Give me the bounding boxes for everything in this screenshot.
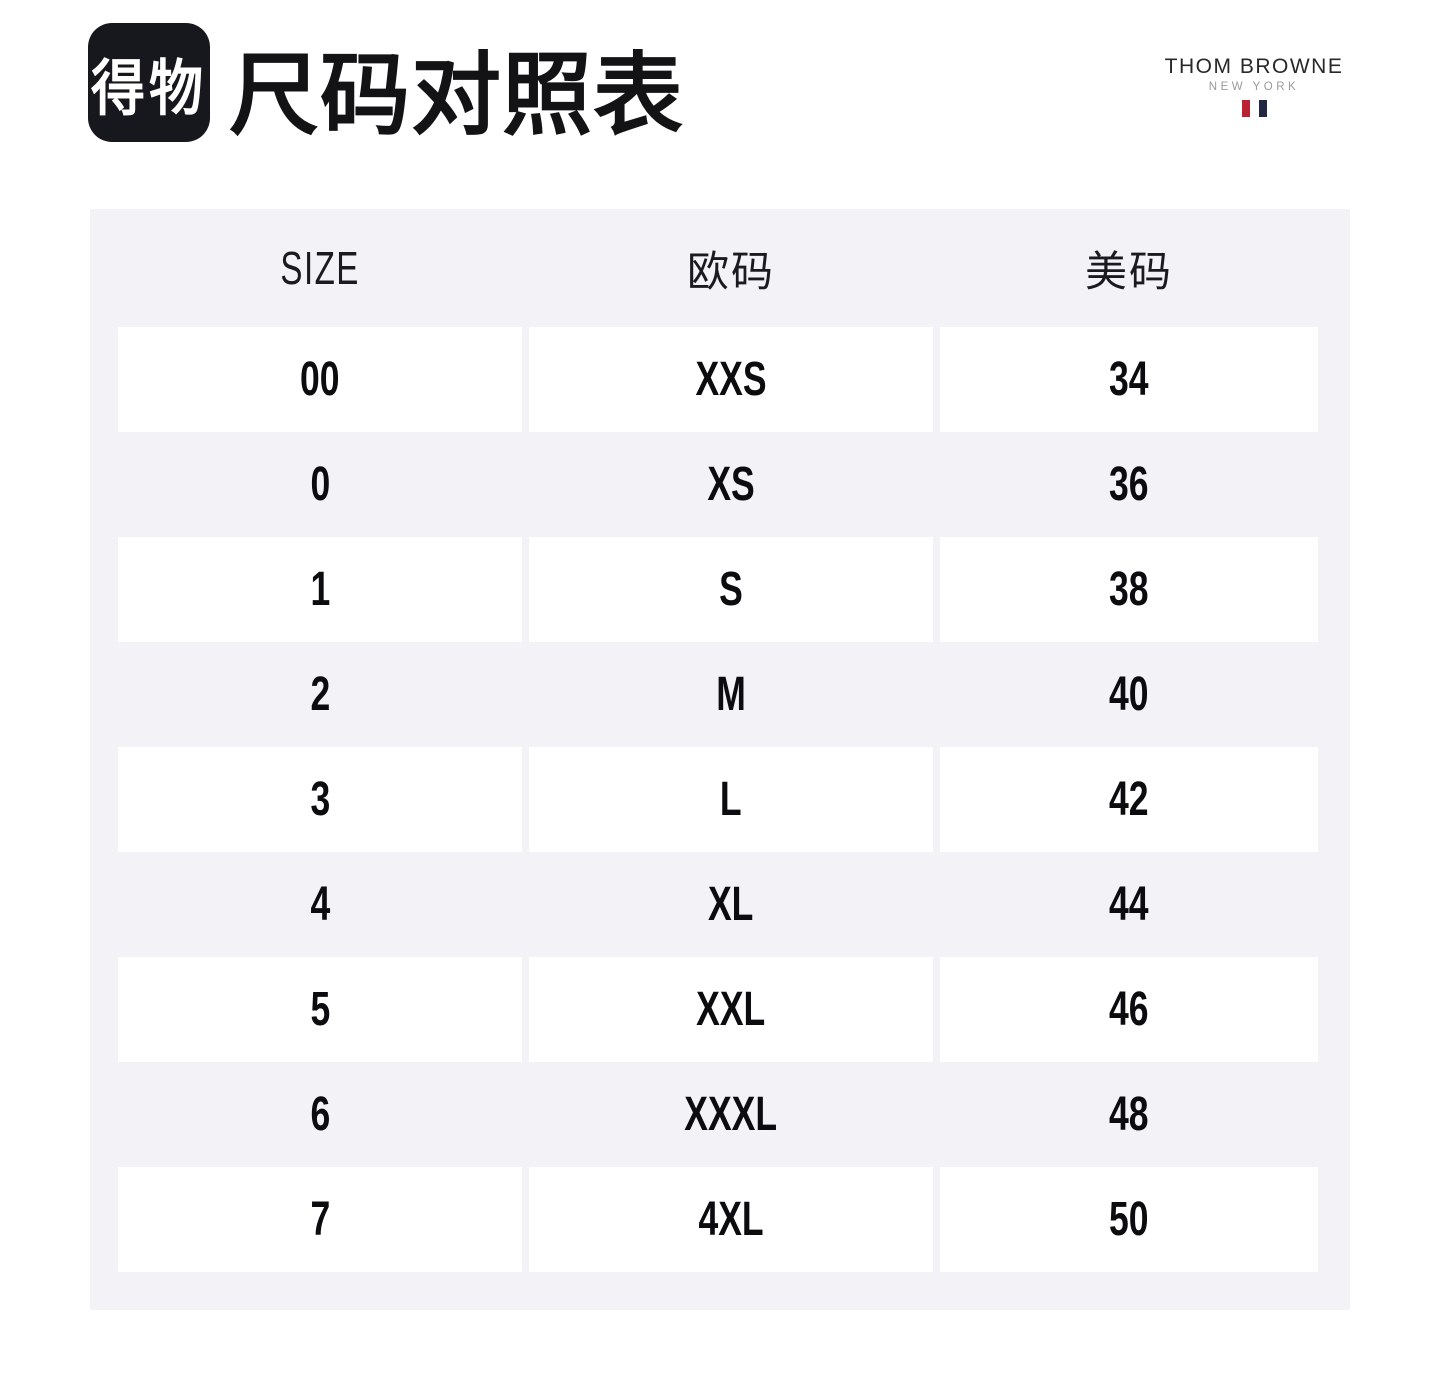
size-conversion-table: SIZE 欧码 美码 00 XXS 34 0 XS 36 1 S 38 2 M … — [90, 209, 1350, 1310]
us-cell: 44 — [1109, 878, 1149, 931]
table-row: 2 M 40 — [118, 642, 1322, 747]
page-title: 尺码对照表 — [229, 46, 684, 146]
size-cell: 00 — [118, 327, 522, 432]
us-cell: 42 — [940, 747, 1318, 852]
table-row: 1 S 38 — [118, 537, 1322, 642]
us-cell: 40 — [1109, 668, 1149, 721]
us-cell: 46 — [940, 957, 1318, 1062]
size-cell: 5 — [118, 957, 522, 1062]
thom-browne-logo: THOM BROWNE NEW YORK — [1158, 55, 1350, 117]
eu-cell: XL — [708, 878, 754, 931]
brand-bar-red-icon — [1241, 100, 1250, 117]
brand-stripes-icon — [1158, 100, 1350, 117]
us-cell: 50 — [940, 1167, 1318, 1272]
brand-bar-navy-icon — [1258, 100, 1267, 117]
header-cell-us: 美码 — [1084, 247, 1173, 295]
dewu-logo-text: 得物 — [91, 55, 207, 123]
brand-name: THOM BROWNE — [1164, 55, 1344, 78]
eu-cell: XS — [707, 458, 755, 511]
table-row: 3 L 42 — [118, 747, 1322, 852]
header-cell-eu: 欧码 — [686, 247, 775, 295]
us-cell: 48 — [1109, 1088, 1149, 1141]
table-row: 0 XS 36 — [118, 432, 1322, 537]
table-row: 5 XXL 46 — [118, 957, 1322, 1062]
table-header-row: SIZE 欧码 美码 — [118, 209, 1322, 327]
eu-cell: L — [529, 747, 933, 852]
table-row: 6 XXXL 48 — [118, 1062, 1322, 1167]
size-cell: 4 — [310, 878, 330, 931]
eu-cell: S — [529, 537, 933, 642]
size-cell: 7 — [118, 1167, 522, 1272]
size-cell: 0 — [310, 458, 330, 511]
size-cell: 6 — [310, 1088, 330, 1141]
eu-cell: XXL — [529, 957, 933, 1062]
size-cell: 1 — [118, 537, 522, 642]
us-cell: 34 — [940, 327, 1318, 432]
eu-cell: XXXL — [684, 1088, 778, 1141]
eu-cell: 4XL — [529, 1167, 933, 1272]
table-row: 4 XL 44 — [118, 852, 1322, 957]
eu-cell: XXS — [529, 327, 933, 432]
table-row: 00 XXS 34 — [118, 327, 1322, 432]
size-cell: 3 — [118, 747, 522, 852]
brand-subtitle: NEW YORK — [1208, 81, 1300, 93]
eu-cell: M — [716, 668, 746, 721]
header-cell-size: SIZE — [280, 242, 360, 294]
dewu-logo: 得物 — [88, 23, 210, 142]
us-cell: 36 — [1109, 458, 1149, 511]
size-cell: 2 — [310, 668, 330, 721]
us-cell: 38 — [940, 537, 1318, 642]
table-row: 7 4XL 50 — [118, 1167, 1322, 1272]
